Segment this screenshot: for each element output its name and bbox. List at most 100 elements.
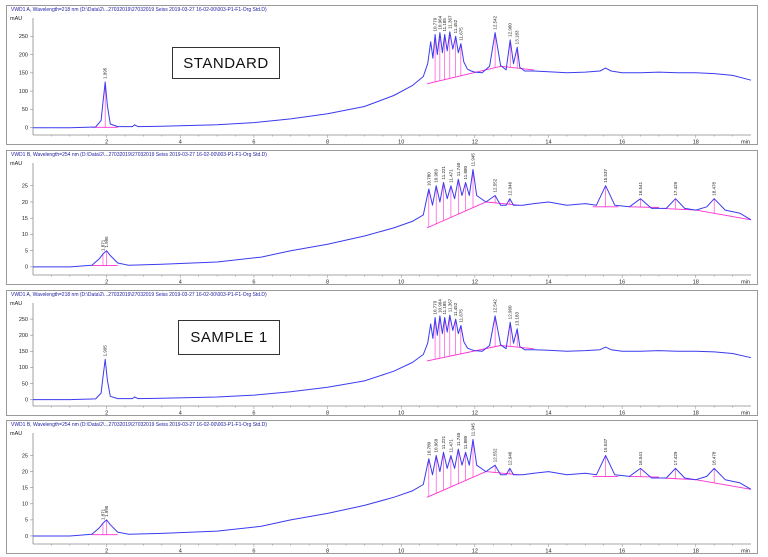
y-tick-label: 50: [22, 381, 28, 387]
peak-label: 12.552: [493, 178, 498, 192]
x-tick-label: 16: [619, 411, 625, 417]
x-tick-label: 4: [179, 549, 182, 555]
y-tick-label: 20: [22, 469, 28, 475]
signal-trace: [33, 438, 752, 537]
x-axis-label: min: [741, 280, 750, 286]
peak-label: 18.478: [712, 451, 717, 465]
peak-label: 12.960: [508, 305, 513, 319]
x-tick-label: 2: [105, 411, 108, 417]
x-tick-label: 2: [105, 280, 108, 286]
y-tick-label: 100: [19, 89, 28, 95]
peak-label: 11.740: [456, 162, 461, 176]
x-tick-label: 10: [398, 280, 404, 286]
peak-label: 10.964: [437, 299, 442, 313]
chromatogram-1: 0 50 100 150 200 250 mAU 2 4 6 8 10 12 14 16 18 min 1.995…: [10, 15, 752, 146]
integration-baseline: [426, 65, 534, 85]
chromatogram-panel-3: VWD1 A, Wavelength=218 nm (D:\Data\2\...…: [6, 290, 758, 417]
peak-label: 12.542: [493, 299, 498, 313]
peak-label: 10.969: [434, 168, 439, 182]
y-axis-label: mAU: [10, 301, 22, 307]
chromatogram-panel-1: VWD1 A, Wavelength=218 nm (D:\Data\2\...…: [6, 5, 758, 146]
signal-trace: [33, 31, 752, 129]
peak-label: 12.946: [507, 181, 512, 195]
x-tick-label: 8: [326, 411, 329, 417]
y-tick-label: 25: [22, 453, 28, 459]
peak-label: 11.452: [453, 19, 458, 33]
x-tick-label: 14: [545, 140, 551, 146]
y-tick-label: 5: [25, 518, 28, 524]
x-axis-label: min: [741, 411, 750, 417]
integration-baseline: [662, 477, 752, 490]
x-tick-label: 18: [693, 549, 699, 555]
x-tick-label: 8: [326, 140, 329, 146]
x-tick-label: 12: [472, 140, 478, 146]
x-tick-label: 16: [619, 140, 625, 146]
peak-label: 11.221: [441, 166, 446, 180]
x-tick-label: 10: [398, 411, 404, 417]
peak-label: 15.537: [603, 168, 608, 182]
peak-label: 11.452: [453, 302, 458, 316]
peak-label: 10.779: [433, 17, 438, 31]
peak-label: 13.183: [515, 30, 520, 44]
x-tick-label: 12: [472, 280, 478, 286]
y-tick-label: 10: [22, 232, 28, 238]
y-tick-label: 0: [25, 265, 28, 271]
peak-label: 11.185: [442, 18, 447, 32]
standard-label: STANDARD: [172, 47, 280, 79]
panel-header: VWD1 A, Wavelength=218 nm (D:\Data\2\...…: [11, 292, 267, 298]
x-tick-label: 16: [619, 280, 625, 286]
peak-label: 17.429: [673, 451, 678, 465]
x-tick-label: 18: [693, 280, 699, 286]
peak-label: 1.871: [100, 508, 105, 520]
peak-label: 10.780: [426, 172, 431, 186]
x-tick-label: 6: [252, 411, 255, 417]
x-tick-label: 16: [619, 549, 625, 555]
x-tick-label: 2: [105, 140, 108, 146]
peak-label: 11.740: [456, 432, 461, 446]
x-tick-label: 14: [545, 549, 551, 555]
peak-label: 11.675: [458, 309, 463, 323]
y-axis-label: mAU: [10, 431, 22, 437]
x-axis-label: min: [741, 140, 750, 146]
y-tick-label: 0: [25, 534, 28, 540]
peak-label: 10.779: [433, 300, 438, 314]
peak-label: 1.995: [103, 345, 108, 357]
y-tick-label: 10: [22, 502, 28, 508]
peak-label: 12.552: [493, 448, 498, 462]
peak-label: 16.541: [638, 451, 643, 465]
peak-label: 11.367: [447, 15, 452, 29]
panel-header: VWD1 A, Wavelength=218 nm (D:\Data\2\...…: [11, 7, 267, 13]
peak-label: 16.541: [638, 181, 643, 195]
signal-trace: [33, 169, 752, 268]
panel-header: VWD1 B, Wavelength=254 nm (D:\Data\2\...…: [11, 152, 267, 158]
chromatogram-3: 0 50 100 150 200 250 mAU 2 4 6 8 10 12 14 16 18 min 1.995…: [10, 298, 752, 417]
peak-label: 10.780: [426, 441, 431, 455]
peak-label: 1.995: [103, 67, 108, 79]
sample-1-label: SAMPLE 1: [178, 320, 280, 355]
x-tick-label: 4: [179, 411, 182, 417]
peak-label: 11.880: [463, 166, 468, 180]
integration-baseline: [662, 207, 752, 221]
peak-label: 1.995: [104, 505, 109, 517]
peak-label: 11.880: [463, 435, 468, 449]
x-axis-label: min: [741, 549, 750, 555]
peak-label: 18.478: [712, 181, 717, 195]
chromatogram-2: 0 5 10 15 20 25 mAU 2 4 6 8 10 12 14 16 18 min 1.8711.995…: [10, 153, 752, 286]
peak-label: 17.429: [673, 181, 678, 195]
x-tick-label: 10: [398, 549, 404, 555]
peak-label: 1.995: [104, 236, 109, 248]
x-tick-label: 10: [398, 140, 404, 146]
x-tick-label: 12: [472, 411, 478, 417]
chromatogram-panel-2: VWD1 B, Wavelength=254 nm (D:\Data\2\...…: [6, 150, 758, 286]
x-tick-label: 14: [545, 280, 551, 286]
chromatogram-panel-4: VWD1 B, Wavelength=254 nm (D:\Data\2\...…: [6, 420, 758, 555]
peak-label: 11.945: [470, 153, 475, 167]
x-tick-label: 4: [179, 280, 182, 286]
peak-label: 11.471: [448, 169, 453, 183]
y-tick-label: 150: [19, 71, 28, 77]
signal-trace: [33, 314, 752, 401]
x-tick-label: 14: [545, 411, 551, 417]
x-tick-label: 8: [326, 280, 329, 286]
peak-label: 12.960: [508, 23, 513, 37]
x-tick-label: 12: [472, 549, 478, 555]
